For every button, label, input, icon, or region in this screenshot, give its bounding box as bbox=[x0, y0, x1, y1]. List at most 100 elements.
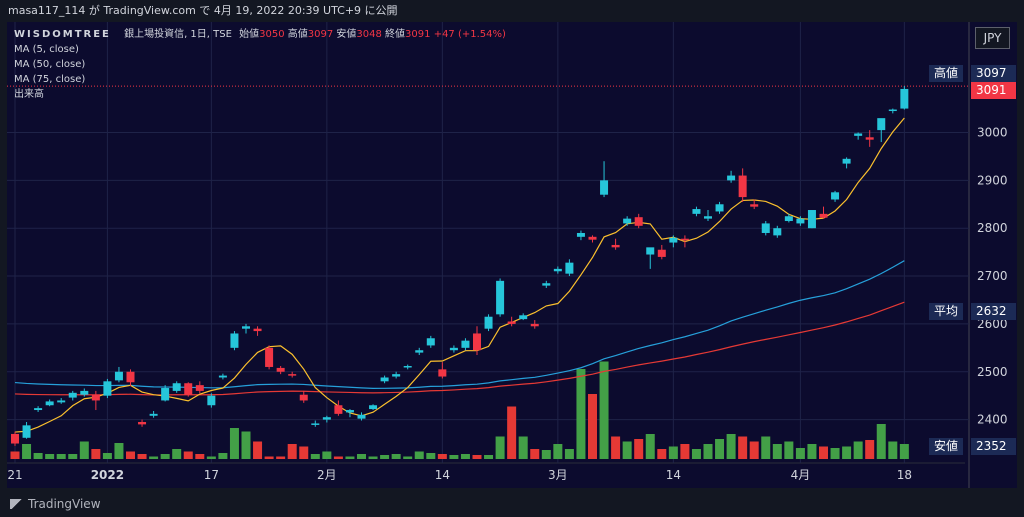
legend-ma50[interactable]: MA (50, close) bbox=[14, 59, 86, 70]
candle-body bbox=[11, 433, 19, 444]
volume-bar bbox=[738, 436, 748, 459]
y-tick-label: 2500 bbox=[977, 365, 1008, 379]
chart-legend: WISDOMTREE 銀上場投資信, 1日, TSE 始値3050 高値3097… bbox=[14, 27, 506, 102]
close-label: 終値 bbox=[385, 29, 406, 40]
volume-bar bbox=[599, 361, 609, 459]
candle-body bbox=[126, 371, 135, 383]
candle-body bbox=[334, 405, 343, 414]
y-tick-label: 3000 bbox=[977, 126, 1008, 140]
tradingview-logo[interactable]: TradingView bbox=[10, 497, 101, 511]
volume-bar bbox=[795, 448, 805, 459]
candlestick-chart[interactable]: 2400 2500 2600 2700 2800 2900 3000 21 2022 17 2月 14… bbox=[7, 22, 1017, 488]
y-tick-label: 2900 bbox=[977, 173, 1008, 187]
candle-body bbox=[299, 394, 308, 401]
candle-body bbox=[357, 414, 366, 419]
x-tick-label: 17 bbox=[204, 468, 219, 482]
volume-bar bbox=[276, 456, 286, 459]
open-label: 始値 bbox=[239, 29, 260, 40]
candle-body bbox=[230, 333, 239, 348]
volume-bar bbox=[33, 453, 43, 459]
last-price-tag: 3091 bbox=[971, 82, 1016, 99]
volume-bar bbox=[172, 449, 182, 459]
volume-bar bbox=[668, 446, 678, 459]
volume-bar bbox=[680, 444, 690, 459]
ma75-line bbox=[14, 301, 905, 396]
volume-bar bbox=[749, 441, 759, 459]
volume-bar bbox=[68, 454, 78, 459]
volume-bar bbox=[564, 449, 574, 459]
candle-body bbox=[831, 192, 840, 200]
volume-bar bbox=[876, 424, 886, 459]
y-tick-label: 2700 bbox=[977, 269, 1008, 283]
legend-ma75[interactable]: MA (75, close) bbox=[14, 74, 86, 85]
volume-bar bbox=[645, 434, 655, 459]
brand-text: TradingView bbox=[28, 497, 101, 511]
candle-body bbox=[865, 137, 874, 140]
volume-bar bbox=[91, 449, 101, 459]
ma50-line bbox=[14, 260, 905, 389]
volume-bar bbox=[79, 441, 89, 459]
candle-body bbox=[807, 210, 816, 229]
volume-bar bbox=[715, 439, 725, 459]
low-tag-value: 2352 bbox=[971, 438, 1016, 455]
legend-ma5[interactable]: MA (5, close) bbox=[14, 44, 79, 55]
candle-body bbox=[91, 394, 100, 401]
candle-body bbox=[530, 323, 539, 327]
open-value: 3050 bbox=[259, 29, 285, 40]
candle-body bbox=[103, 381, 112, 396]
candle-body bbox=[738, 175, 747, 198]
volume-bar bbox=[622, 441, 632, 459]
candle-body bbox=[692, 209, 701, 214]
volume-bar bbox=[588, 394, 597, 459]
volume-bar bbox=[541, 450, 551, 459]
currency-button[interactable]: JPY bbox=[975, 27, 1010, 49]
high-value: 3097 bbox=[307, 29, 334, 40]
volume-bar bbox=[218, 453, 228, 459]
x-tick-label: 18 bbox=[897, 468, 912, 482]
candle-body bbox=[253, 328, 262, 332]
x-tick-label: 14 bbox=[435, 468, 450, 482]
candle-body bbox=[680, 238, 689, 241]
y-tick-label: 2400 bbox=[977, 413, 1008, 427]
x-tick-label: 2月 bbox=[317, 468, 337, 482]
volume-bar bbox=[391, 454, 401, 459]
candle-body bbox=[276, 367, 285, 372]
x-tick-label: 14 bbox=[666, 468, 681, 482]
bottom-bar bbox=[0, 488, 1024, 517]
volume-bar bbox=[206, 456, 216, 459]
candle-body bbox=[761, 223, 770, 233]
volume-bar bbox=[357, 454, 366, 459]
volume-bar bbox=[657, 449, 667, 459]
y-tick-label: 2800 bbox=[977, 221, 1008, 235]
volume-bar bbox=[10, 451, 20, 459]
high-tag-label: 高値 bbox=[929, 65, 964, 82]
volume-bar bbox=[149, 456, 159, 459]
volume-bar bbox=[126, 451, 135, 459]
candle-body bbox=[369, 405, 378, 410]
low-tag-label: 安値 bbox=[929, 438, 964, 455]
volume-bar bbox=[345, 456, 355, 459]
volume-bar bbox=[772, 444, 782, 459]
candle-body bbox=[634, 217, 643, 226]
legend-symbol-row: WISDOMTREE 銀上場投資信, 1日, TSE 始値3050 高値3097… bbox=[14, 27, 506, 42]
candle-body bbox=[854, 133, 863, 136]
candle-body bbox=[657, 249, 666, 257]
candle-body bbox=[588, 236, 597, 240]
volume-bar bbox=[426, 453, 436, 459]
candle-body bbox=[773, 228, 782, 236]
candle-body bbox=[311, 423, 320, 425]
candle-body bbox=[114, 371, 123, 381]
volume-bar bbox=[495, 436, 505, 459]
candle-body bbox=[57, 400, 66, 403]
candle-body bbox=[611, 244, 620, 248]
candle-body bbox=[242, 326, 250, 329]
candle-body bbox=[553, 268, 562, 272]
volume-bar bbox=[842, 446, 852, 459]
candle-body bbox=[392, 374, 401, 377]
candle-body bbox=[426, 338, 435, 346]
low-label: 安値 bbox=[336, 29, 357, 40]
volume-bar bbox=[310, 454, 320, 459]
volume-bar bbox=[830, 448, 840, 459]
legend-volume[interactable]: 出来高 bbox=[14, 89, 44, 100]
candle-body bbox=[542, 283, 551, 286]
